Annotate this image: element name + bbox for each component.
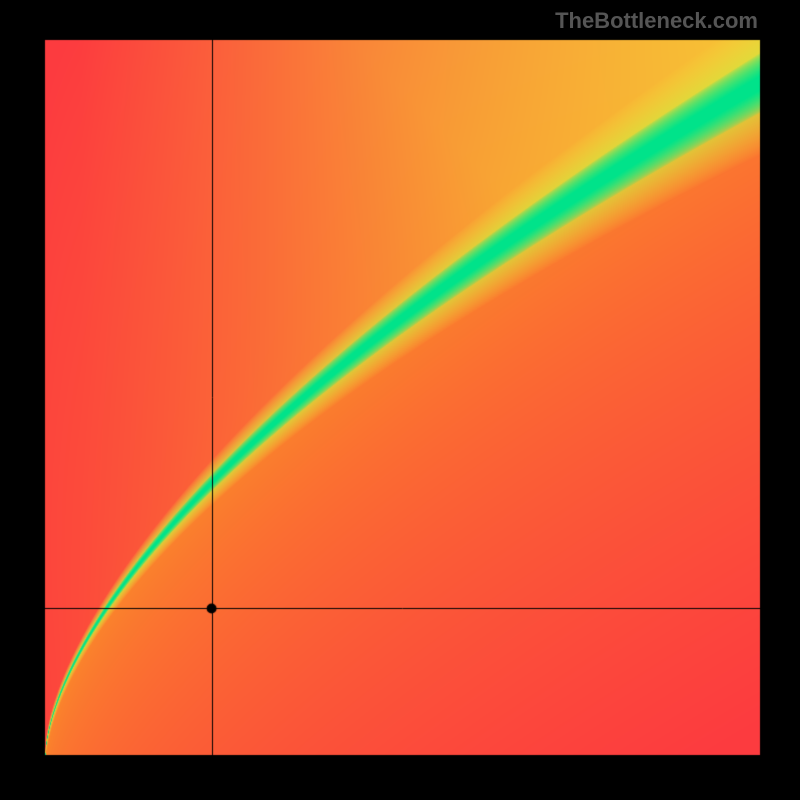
- bottleneck-heatmap-canvas: [0, 0, 800, 800]
- watermark-text: TheBottleneck.com: [555, 8, 758, 34]
- chart-container: TheBottleneck.com: [0, 0, 800, 800]
